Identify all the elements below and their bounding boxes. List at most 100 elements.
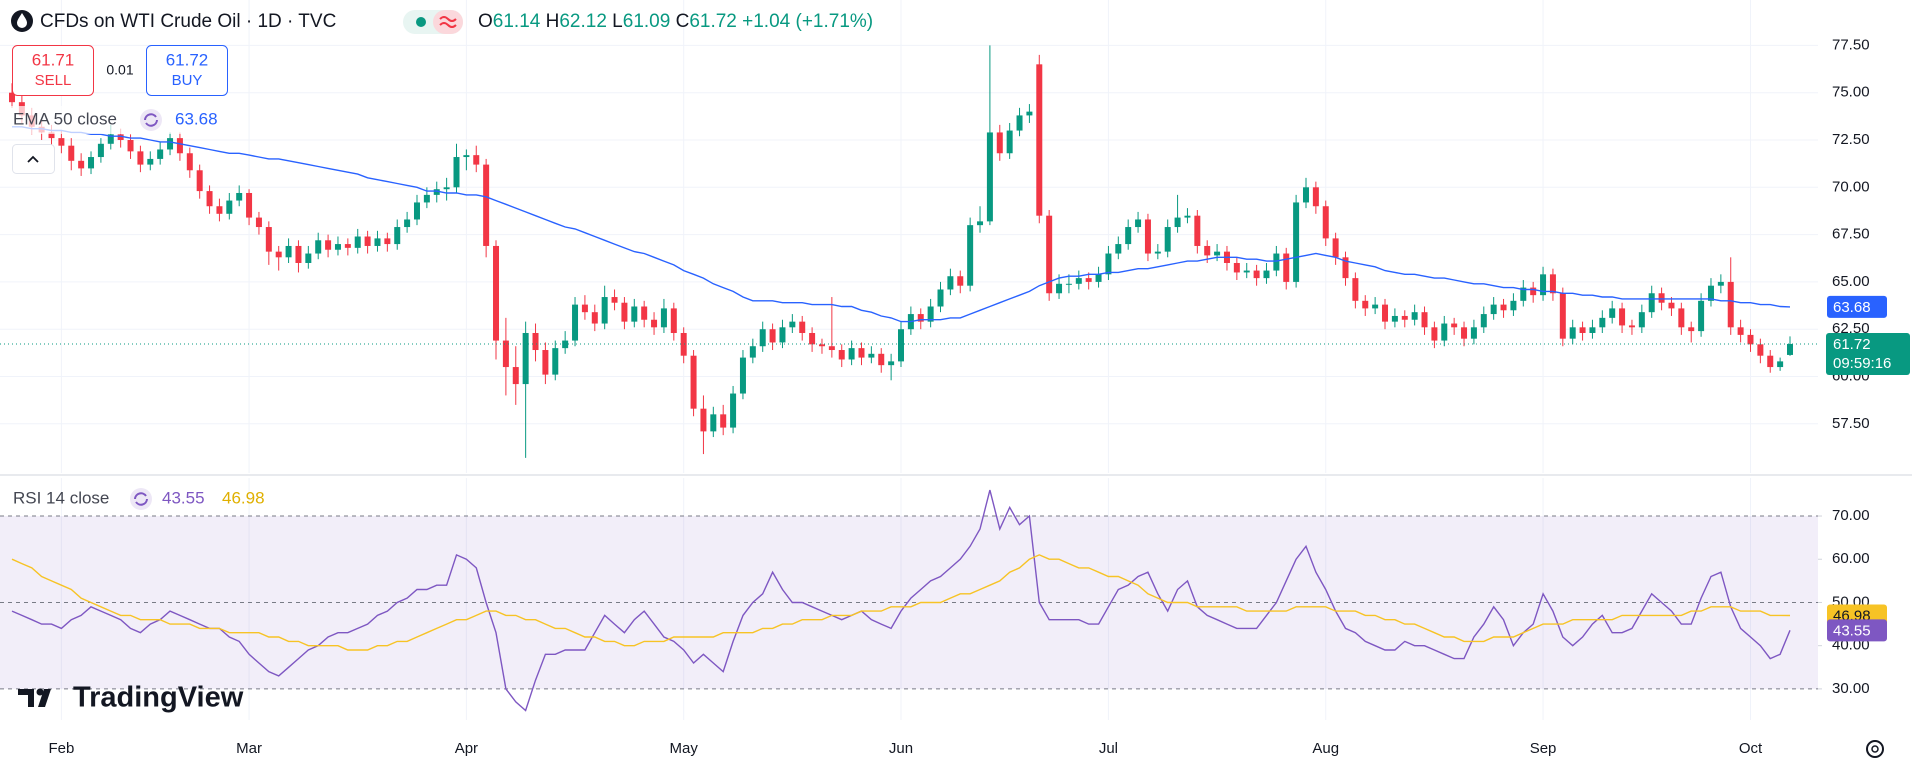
candle-body xyxy=(1688,327,1695,332)
buy-price[interactable]: 61.72 xyxy=(166,50,209,69)
ohlc-letter: O xyxy=(478,11,493,32)
collapse-button[interactable] xyxy=(12,144,55,174)
ohlc-value: 61.09 xyxy=(623,11,671,32)
candle-body xyxy=(1263,270,1270,279)
candle-body xyxy=(1510,300,1517,311)
candle-body xyxy=(404,219,411,228)
candle-body xyxy=(1579,327,1586,333)
candle-body xyxy=(631,306,638,322)
candle-body xyxy=(641,306,648,320)
candle-body xyxy=(532,332,539,351)
candle-body xyxy=(1125,227,1132,245)
candle-body xyxy=(720,414,727,428)
candle-body xyxy=(1105,253,1112,275)
refresh-icon-bg[interactable] xyxy=(130,488,152,510)
candle-body xyxy=(78,160,85,169)
candle-body xyxy=(927,306,934,322)
refresh-icon[interactable] xyxy=(144,113,158,127)
candle-body xyxy=(1401,315,1408,320)
sell-label[interactable]: SELL xyxy=(35,72,72,89)
candle-body xyxy=(542,350,549,375)
candle-body xyxy=(117,134,124,141)
buy-label[interactable]: BUY xyxy=(172,72,203,89)
candle-body xyxy=(1707,285,1714,301)
buy-box[interactable] xyxy=(146,45,228,96)
candle-body xyxy=(1085,278,1092,282)
grid xyxy=(0,0,1818,720)
candle-body xyxy=(176,138,183,154)
candle-body xyxy=(167,138,174,150)
refresh-icon[interactable] xyxy=(134,492,148,506)
candle-body xyxy=(1540,274,1547,296)
candle-body xyxy=(1016,115,1023,131)
candle-body xyxy=(58,138,65,146)
candle-body xyxy=(97,143,104,158)
y-tick-label: 62.50 xyxy=(1832,320,1870,337)
candle-body xyxy=(315,240,322,254)
candle-body xyxy=(1006,130,1013,154)
candle-body xyxy=(295,245,302,263)
candle-body xyxy=(344,244,351,248)
candle-body xyxy=(1174,217,1181,228)
candle-body xyxy=(888,361,895,366)
candle-body xyxy=(1520,287,1527,301)
buy-button[interactable]: 61.72 BUY xyxy=(146,45,228,96)
candle-body xyxy=(1095,274,1102,282)
x-tick-label: Sep xyxy=(1530,740,1557,757)
candle-body xyxy=(443,187,450,190)
sell-button[interactable]: 61.71 SELL xyxy=(12,45,94,96)
x-tick-label: Jun xyxy=(889,740,913,757)
candle-body xyxy=(1599,317,1606,328)
x-tick-label: Feb xyxy=(48,740,74,757)
candle-body xyxy=(670,308,677,333)
candle-body xyxy=(1638,312,1645,328)
candle-body xyxy=(1737,327,1744,335)
collapse-icon[interactable] xyxy=(27,155,39,163)
x-tick-label: Mar xyxy=(236,740,262,757)
candle-body xyxy=(700,408,707,432)
candle-body xyxy=(1727,281,1734,328)
rsi-line xyxy=(11,554,1791,651)
candle-body xyxy=(1698,300,1705,332)
candle-body xyxy=(1214,251,1221,256)
candle-body xyxy=(1757,344,1764,356)
candle-body xyxy=(1273,253,1280,271)
y-tick-label: 77.50 xyxy=(1832,36,1870,53)
candle-body xyxy=(206,191,213,207)
candle-body xyxy=(1569,327,1576,339)
candle-body xyxy=(809,332,816,345)
candle-body xyxy=(1628,325,1635,328)
candle-body xyxy=(986,132,993,222)
candle-body xyxy=(552,348,559,375)
candle-body xyxy=(1767,355,1774,368)
settings-icon[interactable] xyxy=(1866,740,1884,758)
candle-body xyxy=(572,304,579,341)
candle-body xyxy=(334,244,341,250)
candle-body xyxy=(433,189,440,195)
rsi-ma-value: 46.98 xyxy=(222,488,265,507)
candle-body xyxy=(374,238,381,246)
candle-body xyxy=(1056,283,1063,294)
sell-box[interactable] xyxy=(12,45,94,96)
candle-body xyxy=(1391,315,1398,322)
candle-body xyxy=(1451,323,1458,328)
candle-body xyxy=(1382,304,1389,322)
candle-body xyxy=(1678,308,1685,328)
candle-body xyxy=(1322,206,1329,239)
candle-body xyxy=(226,200,233,214)
countdown: 09:59:16 xyxy=(1833,355,1891,372)
candle-body xyxy=(68,145,75,161)
sell-price[interactable]: 61.71 xyxy=(32,50,75,69)
candle-body xyxy=(1115,244,1122,254)
status-icon xyxy=(439,16,457,28)
candle-body xyxy=(1658,293,1665,303)
candle-body xyxy=(453,157,460,188)
settings-icon-core[interactable] xyxy=(1871,745,1879,753)
candle-body xyxy=(1619,308,1626,326)
x-tick-label: Oct xyxy=(1739,740,1763,757)
x-tick-label: Jul xyxy=(1099,740,1118,757)
candle-body xyxy=(957,276,964,286)
refresh-icon-bg[interactable] xyxy=(140,109,162,131)
